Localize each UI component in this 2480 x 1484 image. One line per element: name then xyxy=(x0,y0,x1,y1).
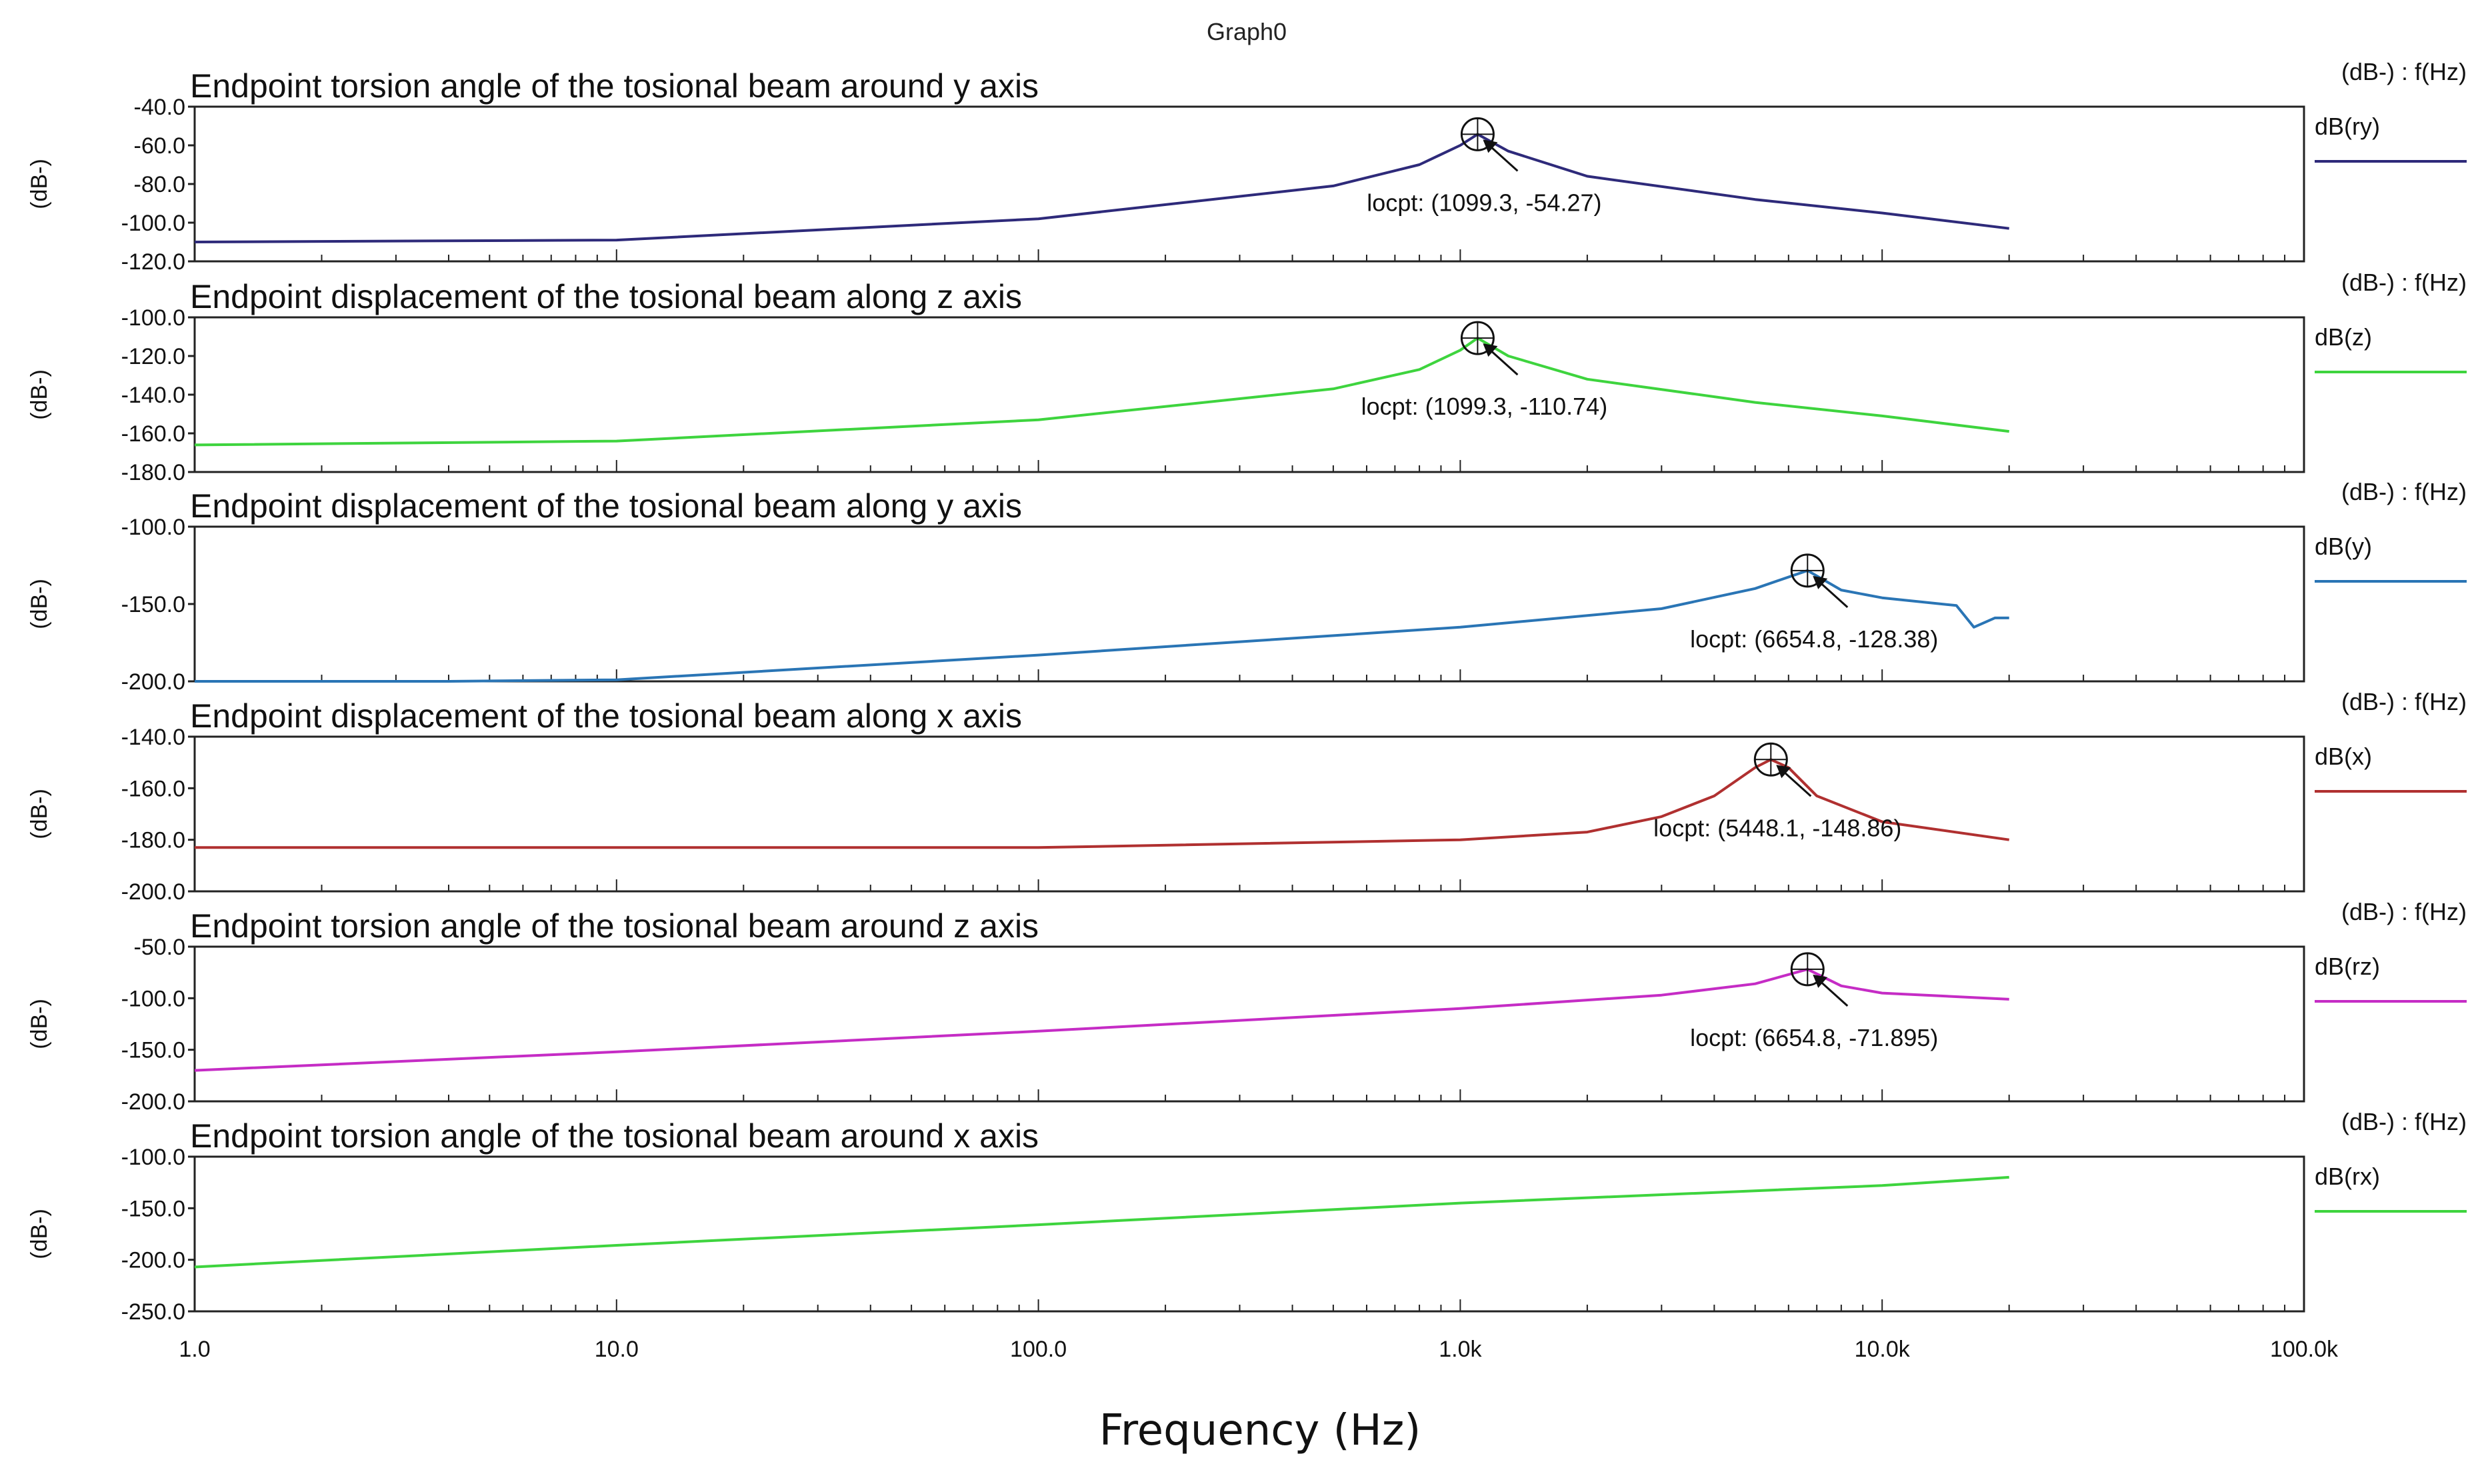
plot-frame xyxy=(193,735,2305,893)
x-tick-label: 1.0 xyxy=(179,1337,210,1362)
legend-header: (dB-) : f(Hz) xyxy=(2341,898,2467,925)
y-tick-label: -140.0 xyxy=(121,383,185,408)
plot-panel-1: Endpoint torsion angle of the tosional b… xyxy=(27,58,2467,275)
series-line-dB(rz) xyxy=(194,967,2009,1072)
y-axis-label: (dB-) xyxy=(27,999,52,1049)
annotation-label: locpt: (5448.1, -148.86) xyxy=(1653,814,1901,841)
peak-marker xyxy=(1790,553,1825,588)
legend-label: dB(ry) xyxy=(2315,113,2380,140)
y-tick-label: -100.0 xyxy=(121,211,185,236)
y-tick-label: -250.0 xyxy=(121,1299,185,1325)
y-tick-label: -150.0 xyxy=(121,1196,185,1221)
y-axis-label: (dB-) xyxy=(27,1209,52,1259)
y-tick-label: -50.0 xyxy=(134,935,186,960)
peak-marker xyxy=(1790,952,1825,987)
legend-header: (dB-) : f(Hz) xyxy=(2341,478,2467,505)
legend-header: (dB-) : f(Hz) xyxy=(2341,58,2467,85)
y-axis-label: (dB-) xyxy=(27,789,52,839)
y-tick-label: -100.0 xyxy=(121,1145,185,1170)
y-tick-label: -120.0 xyxy=(121,249,185,275)
y-tick-label: -160.0 xyxy=(121,421,185,447)
legend-label: dB(rx) xyxy=(2315,1163,2380,1190)
plot-frame xyxy=(193,316,2305,473)
y-tick-label: -200.0 xyxy=(121,669,185,695)
y-tick-label: -40.0 xyxy=(134,95,186,120)
series-line-dB(z) xyxy=(194,337,2009,447)
x-tick-label: 1.0k xyxy=(1439,1337,1482,1362)
y-axis-label: (dB-) xyxy=(27,579,52,629)
y-tick-label: -200.0 xyxy=(121,879,185,905)
annotation-arrowhead xyxy=(1813,575,1828,589)
panel-title: Endpoint displacement of the tosional be… xyxy=(190,487,1022,525)
peak-marker xyxy=(1753,742,1788,777)
legend-label: dB(rz) xyxy=(2315,953,2380,980)
y-tick-label: -100.0 xyxy=(121,515,185,540)
annotation-arrowhead xyxy=(1776,765,1791,779)
annotation-label: locpt: (1099.3, -54.27) xyxy=(1367,189,1601,216)
legend-label: dB(y) xyxy=(2315,533,2372,560)
series-line-dB(ry) xyxy=(194,133,2009,243)
plot-panel-6: Endpoint torsion angle of the tosional b… xyxy=(27,1108,2467,1325)
y-axis-label: (dB-) xyxy=(27,159,52,209)
annotation-arrowhead xyxy=(1813,974,1828,988)
plot-frame xyxy=(193,105,2305,263)
y-tick-label: -100.0 xyxy=(121,986,185,1011)
legend-label: dB(z) xyxy=(2315,323,2372,351)
y-tick-label: -180.0 xyxy=(121,460,185,485)
panel-title: Endpoint displacement of the tosional be… xyxy=(190,697,1022,735)
plot-panel-2: Endpoint displacement of the tosional be… xyxy=(27,269,2467,485)
y-axis-label: (dB-) xyxy=(27,369,52,420)
plot-frame xyxy=(193,525,2305,683)
x-axis-label: Frequency (Hz) xyxy=(1099,1406,1421,1455)
y-tick-label: -80.0 xyxy=(134,172,186,197)
legend-header: (dB-) : f(Hz) xyxy=(2341,688,2467,715)
y-tick-label: -60.0 xyxy=(134,133,186,159)
annotation-label: locpt: (6654.8, -128.38) xyxy=(1690,625,1938,653)
x-tick-label: 10.0k xyxy=(1855,1337,1911,1362)
plot-frame xyxy=(193,945,2305,1103)
series-line-dB(x) xyxy=(195,758,2009,849)
plot-panel-4: Endpoint displacement of the tosional be… xyxy=(27,688,2467,905)
annotation-label: locpt: (1099.3, -110.74) xyxy=(1361,393,1608,420)
y-tick-label: -140.0 xyxy=(121,725,185,750)
panel-title: Endpoint torsion angle of the tosional b… xyxy=(190,67,1039,105)
panel-title: Endpoint displacement of the tosional be… xyxy=(190,278,1022,315)
legend-label: dB(x) xyxy=(2315,743,2372,770)
peak-marker xyxy=(1460,321,1495,355)
y-tick-label: -180.0 xyxy=(121,828,185,853)
y-tick-label: -150.0 xyxy=(121,1038,185,1063)
series-line-dB(rx) xyxy=(194,1175,2009,1269)
annotation-label: locpt: (6654.8, -71.895) xyxy=(1690,1024,1938,1051)
peak-marker xyxy=(1460,117,1495,151)
annotation-arrowhead xyxy=(1483,343,1498,357)
panel-title: Endpoint torsion angle of the tosional b… xyxy=(190,1117,1039,1155)
x-tick-label: 100.0k xyxy=(2270,1337,2339,1362)
plot-frame xyxy=(193,1155,2305,1313)
y-tick-label: -120.0 xyxy=(121,344,185,369)
y-tick-label: -100.0 xyxy=(121,305,185,331)
y-tick-label: -200.0 xyxy=(121,1089,185,1115)
plot-panel-5: Endpoint torsion angle of the tosional b… xyxy=(27,898,2467,1115)
x-tick-label: 100.0 xyxy=(1010,1337,1067,1362)
y-tick-label: -200.0 xyxy=(121,1248,185,1273)
graph-name: Graph0 xyxy=(1207,18,1287,45)
panel-title: Endpoint torsion angle of the tosional b… xyxy=(190,907,1039,945)
y-tick-label: -150.0 xyxy=(121,592,185,617)
legend-header: (dB-) : f(Hz) xyxy=(2341,1108,2467,1135)
series-line-dB(y) xyxy=(195,569,2009,683)
y-tick-label: -160.0 xyxy=(121,776,185,801)
legend-header: (dB-) : f(Hz) xyxy=(2341,269,2467,296)
x-tick-label: 10.0 xyxy=(595,1337,639,1362)
plot-panel-3: Endpoint displacement of the tosional be… xyxy=(27,478,2467,695)
annotation-arrowhead xyxy=(1483,139,1498,153)
